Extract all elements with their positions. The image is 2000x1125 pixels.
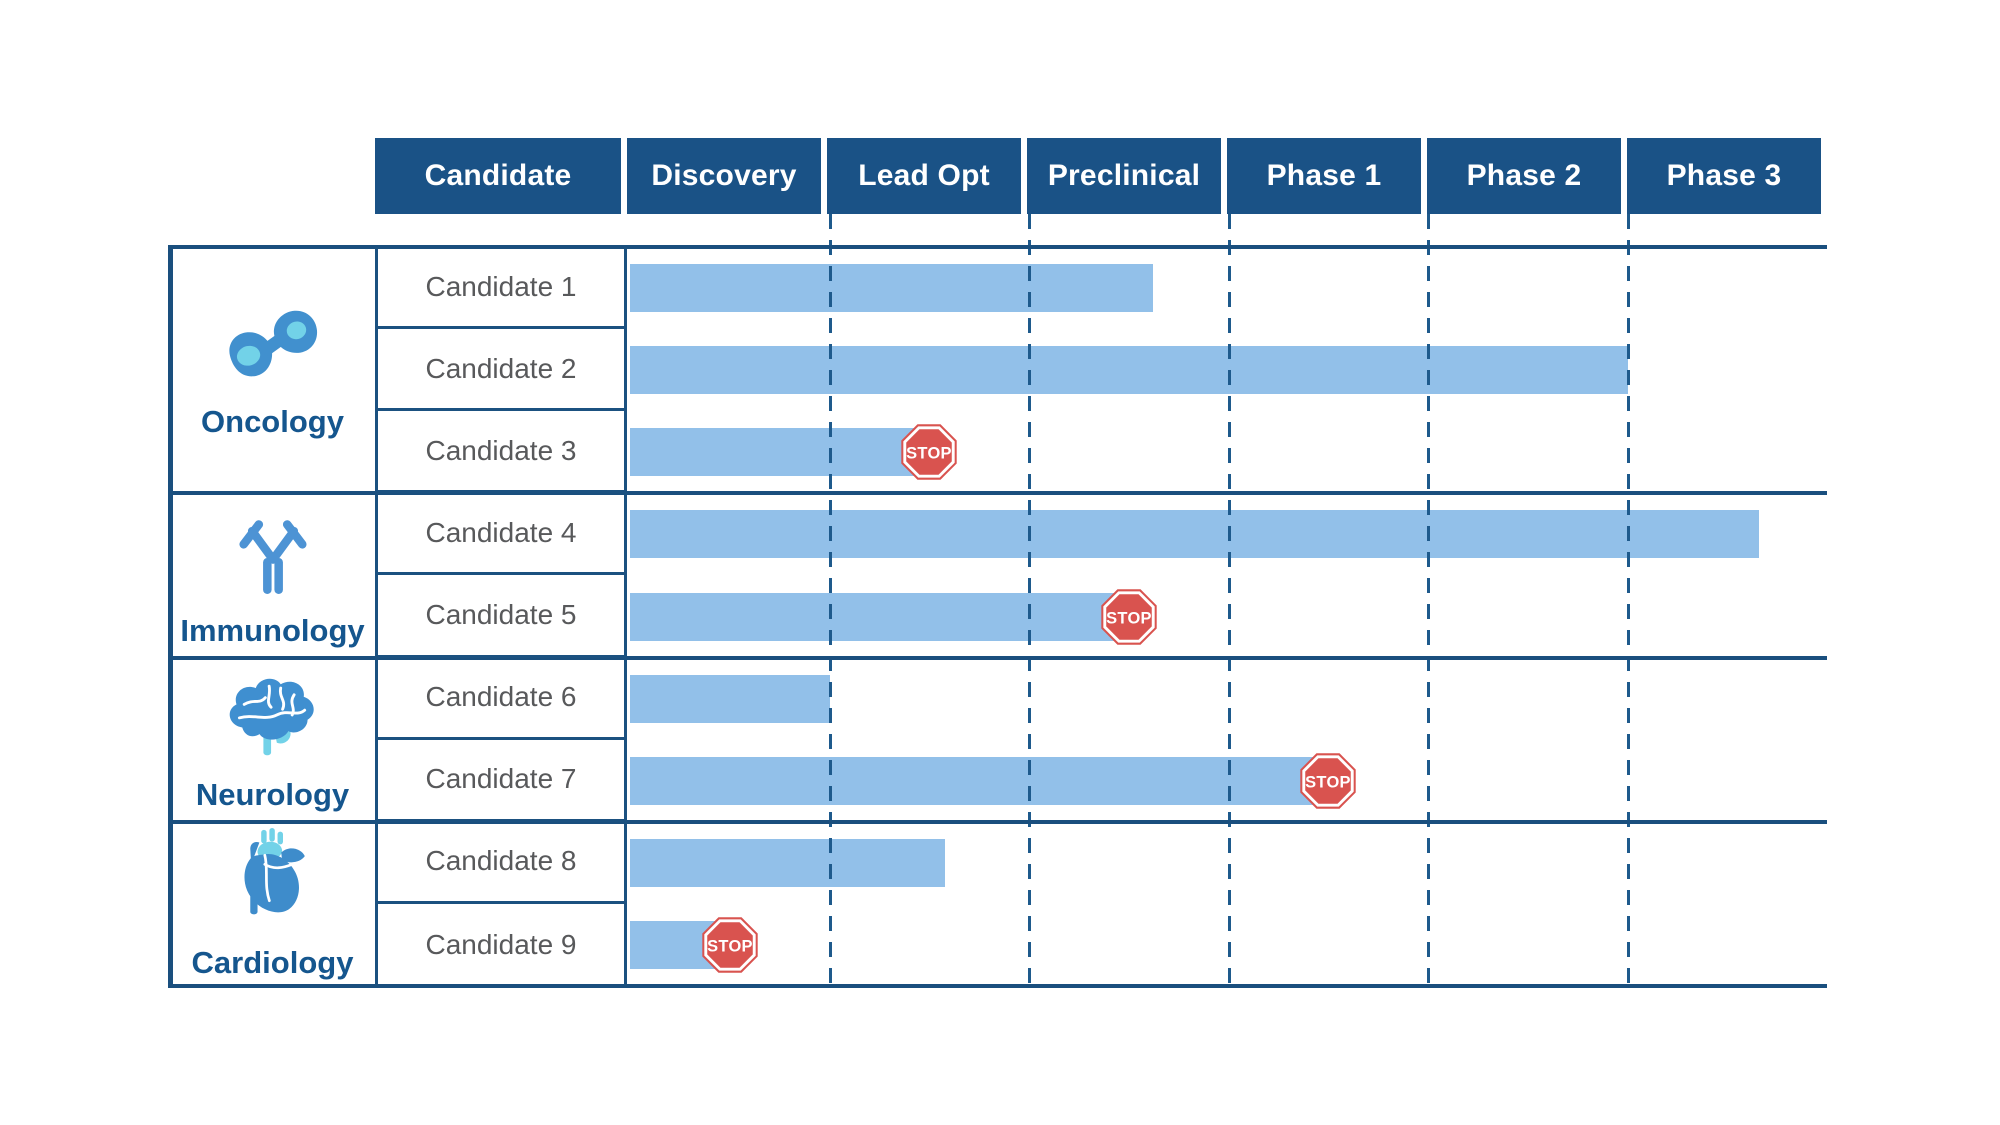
svg-text:STOP: STOP bbox=[906, 445, 952, 463]
antibody-icon bbox=[221, 502, 325, 603]
therapy-area-label: Cardiology bbox=[191, 945, 354, 981]
candidate-label-cell: Candidate 8 bbox=[378, 822, 624, 904]
candidate-column-header: Candidate bbox=[375, 138, 621, 214]
therapy-area-label: Immunology bbox=[180, 612, 365, 648]
table-top-border bbox=[168, 245, 1827, 249]
progress-bar bbox=[630, 592, 1129, 641]
phase-boundary-dashed-line bbox=[828, 214, 832, 986]
table-left-border bbox=[168, 245, 173, 988]
candidate-label-cell: Candidate 4 bbox=[378, 493, 624, 576]
cell-division-icon bbox=[214, 301, 332, 394]
progress-bar bbox=[630, 346, 1628, 395]
candidate-label-cell: Candidate 5 bbox=[378, 575, 624, 658]
therapy-area-cell-oncology: Oncology bbox=[173, 251, 372, 489]
phase-boundary-dashed-line bbox=[1626, 214, 1630, 986]
progress-bar bbox=[630, 510, 1760, 559]
section-divider-line bbox=[168, 819, 1827, 824]
therapy-area-label: Oncology bbox=[201, 403, 344, 439]
therapy-area-cell-immunology: Immunology bbox=[173, 497, 372, 653]
candidate-label-cell: Candidate 1 bbox=[378, 247, 624, 330]
candidate-label-cell: Candidate 2 bbox=[378, 329, 624, 412]
phase-boundary-dashed-line bbox=[1227, 214, 1231, 986]
svg-text:STOP: STOP bbox=[707, 937, 753, 955]
heart-icon bbox=[223, 826, 323, 935]
candidate-label-cell: Candidate 7 bbox=[378, 740, 624, 822]
progress-bar bbox=[630, 428, 930, 477]
phase-boundary-dashed-line bbox=[1028, 214, 1031, 986]
progress-bar bbox=[630, 838, 946, 887]
stop-sign: STOP bbox=[1297, 750, 1359, 812]
svg-text:STOP: STOP bbox=[1106, 609, 1152, 627]
progress-bar bbox=[630, 674, 830, 723]
stop-sign: STOP bbox=[699, 914, 761, 976]
therapy-area-cell-neurology: Neurology bbox=[173, 662, 372, 818]
phase-column-header: Lead Opt bbox=[827, 138, 1021, 214]
brain-icon bbox=[215, 666, 331, 767]
candidate-label-column: Candidate 1 Candidate 2 Candidate 3 Candida… bbox=[375, 247, 627, 986]
phase-column-header: Phase 3 bbox=[1627, 138, 1821, 214]
phase-boundary-dashed-line bbox=[1427, 214, 1430, 986]
therapy-area-label: Neurology bbox=[195, 777, 350, 813]
progress-bar bbox=[630, 756, 1329, 805]
candidate-label-cell: Candidate 9 bbox=[425, 928, 577, 960]
progress-bar bbox=[630, 264, 1153, 313]
phase-column-header: Discovery bbox=[627, 138, 821, 214]
svg-text:STOP: STOP bbox=[1305, 773, 1351, 791]
phase-column-header: Preclinical bbox=[1027, 138, 1221, 214]
stop-sign: STOP bbox=[1098, 586, 1160, 648]
phase-column-header: Phase 1 bbox=[1227, 138, 1421, 214]
therapy-area-cell-cardiology: Cardiology bbox=[173, 826, 372, 982]
section-divider-line bbox=[168, 491, 1827, 496]
phase-column-header: Phase 2 bbox=[1427, 138, 1621, 214]
candidate-label-cell: Candidate 6 bbox=[378, 658, 624, 740]
table-bottom-border bbox=[168, 984, 1827, 988]
candidate-label-cell: Candidate 3 bbox=[378, 411, 624, 494]
section-divider-line bbox=[168, 655, 1827, 660]
stop-sign: STOP bbox=[898, 421, 960, 483]
